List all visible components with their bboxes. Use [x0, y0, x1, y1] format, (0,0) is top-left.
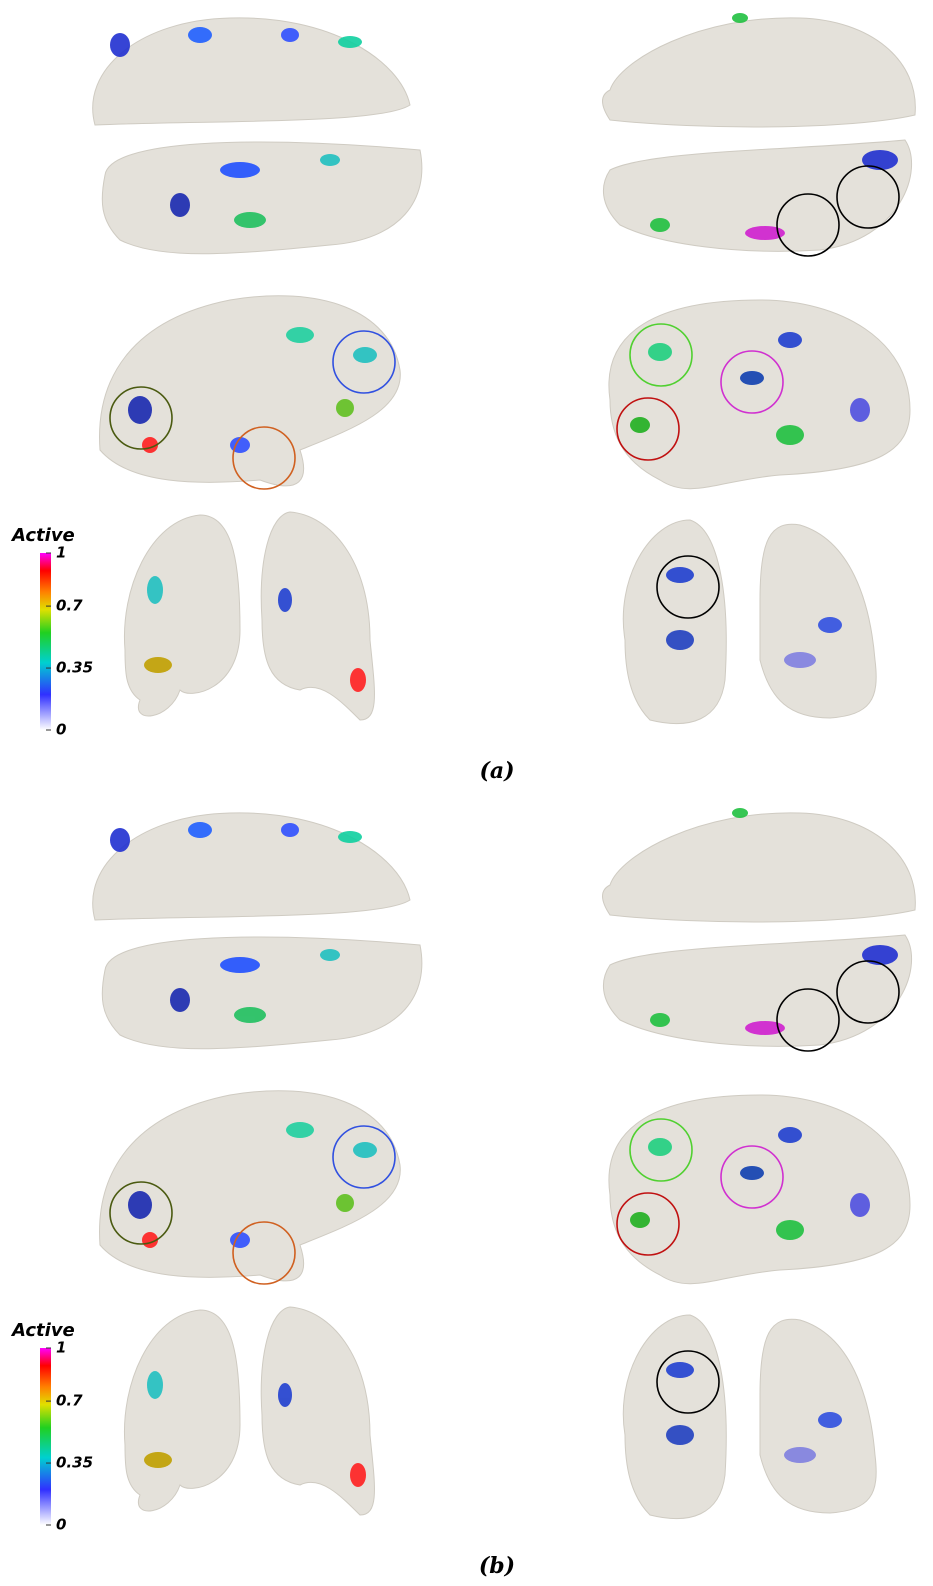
colorbar-tick-label: 0.35 [56, 659, 93, 677]
colorbar-title: Active [10, 1320, 75, 1341]
brain-views [92, 12, 916, 725]
panel-label: (b) [479, 1553, 515, 1579]
colorbar-tick-label: 0.35 [56, 1454, 93, 1472]
colorbar-tick-label: 0 [56, 721, 66, 739]
colorbar-tick-label: 1 [56, 1339, 66, 1357]
colorbar-tick-label: 1 [56, 544, 66, 562]
colorbar [40, 1348, 51, 1525]
colorbar-title: Active [10, 525, 75, 546]
panel-label: (a) [479, 758, 514, 784]
colorbar-tick-label: 0.7 [56, 1392, 83, 1410]
colorbar [40, 553, 51, 730]
brain-views [92, 807, 916, 1520]
colorbar-tick-label: 0.7 [56, 597, 83, 615]
colorbar-tick-label: 0 [56, 1516, 66, 1534]
